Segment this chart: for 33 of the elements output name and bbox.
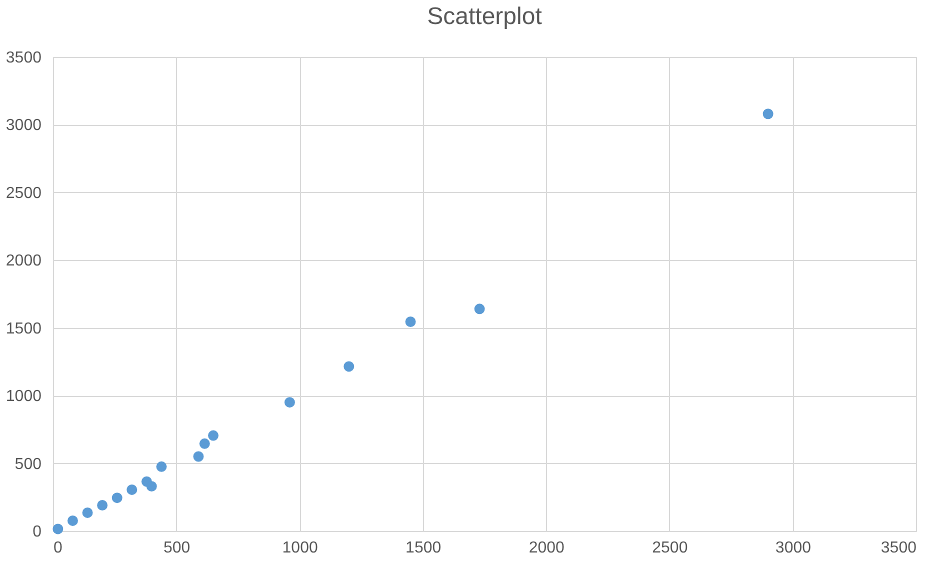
point — [344, 361, 354, 372]
point — [97, 500, 108, 510]
x-tick-label: 500 — [163, 540, 190, 556]
x-tick-label: 2000 — [528, 540, 565, 556]
point — [156, 461, 167, 472]
y-tick-label: 1000 — [6, 388, 42, 406]
point — [82, 507, 93, 518]
point — [112, 492, 122, 504]
point — [405, 316, 416, 327]
point — [208, 430, 219, 441]
point — [474, 304, 485, 314]
y-tick-label: 2000 — [6, 252, 42, 270]
x-tick-label: 0 — [54, 540, 62, 556]
point — [193, 451, 204, 462]
x-tick-label: 3000 — [775, 540, 812, 556]
point — [126, 484, 138, 495]
point — [762, 108, 774, 120]
x-tick-label: 2500 — [652, 540, 688, 556]
y-tick-label: 2500 — [6, 184, 42, 202]
point — [199, 438, 210, 449]
y-tick-label: 1500 — [6, 320, 42, 338]
point — [52, 524, 64, 534]
x-tick-label: 3500 — [880, 540, 917, 556]
y-tick-label: 500 — [14, 456, 42, 473]
x-tick-label: 1500 — [406, 540, 442, 556]
x-tick-label: 1000 — [282, 540, 318, 556]
point — [146, 481, 157, 492]
chart-title: Scatterplot — [427, 3, 542, 30]
y-tick-label: 3500 — [6, 50, 42, 66]
y-tick-label: 3000 — [6, 117, 42, 134]
point — [284, 397, 295, 408]
point — [67, 515, 78, 526]
y-tick-label: 0 — [32, 524, 42, 540]
